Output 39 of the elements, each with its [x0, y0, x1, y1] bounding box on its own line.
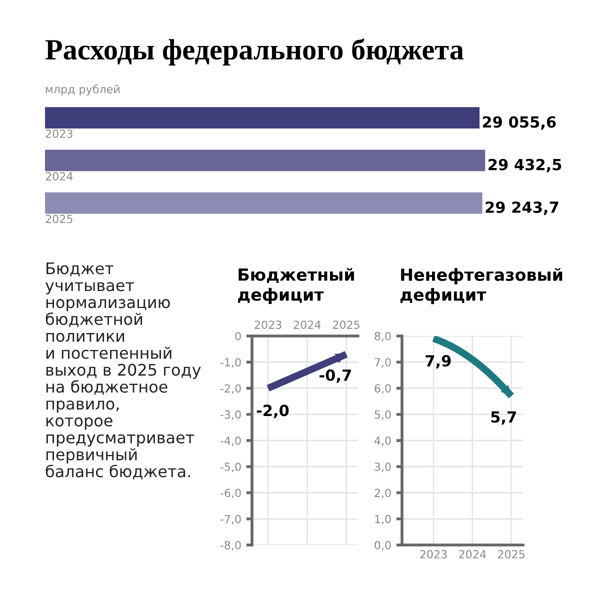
y-tick-label: 8,0 — [374, 332, 391, 342]
y-tick-label: -2,0 — [220, 384, 241, 394]
x-tick-label: 2024 — [459, 550, 486, 558]
data-label: 29 432,5 — [488, 158, 562, 172]
y-tick-label: -1,0 — [220, 358, 241, 368]
data-label: -2,0 — [256, 404, 289, 418]
y-tick-label: 2024 — [46, 172, 73, 181]
text: Бюджет учитывает нормализацию бюджетной политики и постепенный выход в 2025 году на бюджетное правило, которое предусматривает первичный баланс бюджета. — [45, 262, 201, 480]
x-tick-label: 2025 — [498, 550, 524, 558]
data-label: -0,7 — [320, 369, 351, 383]
chart-title: Бюджетный дефицит — [238, 268, 354, 304]
y-tick-label: -8,0 — [220, 540, 241, 551]
y-tick-label: -6,0 — [220, 488, 241, 498]
x-tick-label: 2023 — [254, 320, 282, 329]
y-tick-label: 2,0 — [374, 488, 391, 498]
data-label: 29 055,6 — [482, 116, 556, 130]
y-tick-label: -7,0 — [220, 514, 241, 524]
y-tick-label: -5,0 — [220, 462, 241, 472]
data-label: 7,9 — [426, 355, 451, 369]
x-tick-label: 2023 — [420, 550, 447, 558]
y-tick-label: -3,0 — [220, 410, 241, 420]
y-tick-label: 0,0 — [374, 540, 391, 551]
y-tick-label: 3,0 — [374, 462, 391, 472]
y-tick-label: 2025 — [46, 214, 72, 224]
data-label: 29 243,7 — [486, 201, 558, 215]
chart-title: Ненефтегазовый дефицит — [400, 268, 562, 304]
chart-title: Расходы федерального бюджета — [45, 38, 464, 66]
y-tick-label: 4,0 — [374, 436, 391, 446]
y-tick-label: 1,0 — [375, 514, 391, 524]
y-tick-label: -4,0 — [220, 436, 241, 446]
data-label: 5,7 — [491, 411, 516, 425]
y-tick-label: 6,0 — [374, 384, 391, 394]
y-tick-label: 7,0 — [374, 358, 391, 368]
y-tick-label: 5,0 — [374, 410, 391, 420]
x-tick-label: 2025 — [332, 320, 360, 329]
chart-subtitle: млрд рублей — [46, 84, 120, 96]
x-tick-label: 2024 — [294, 320, 321, 329]
y-tick-label: 0 — [235, 332, 241, 340]
y-tick-label: 2023 — [46, 129, 72, 138]
